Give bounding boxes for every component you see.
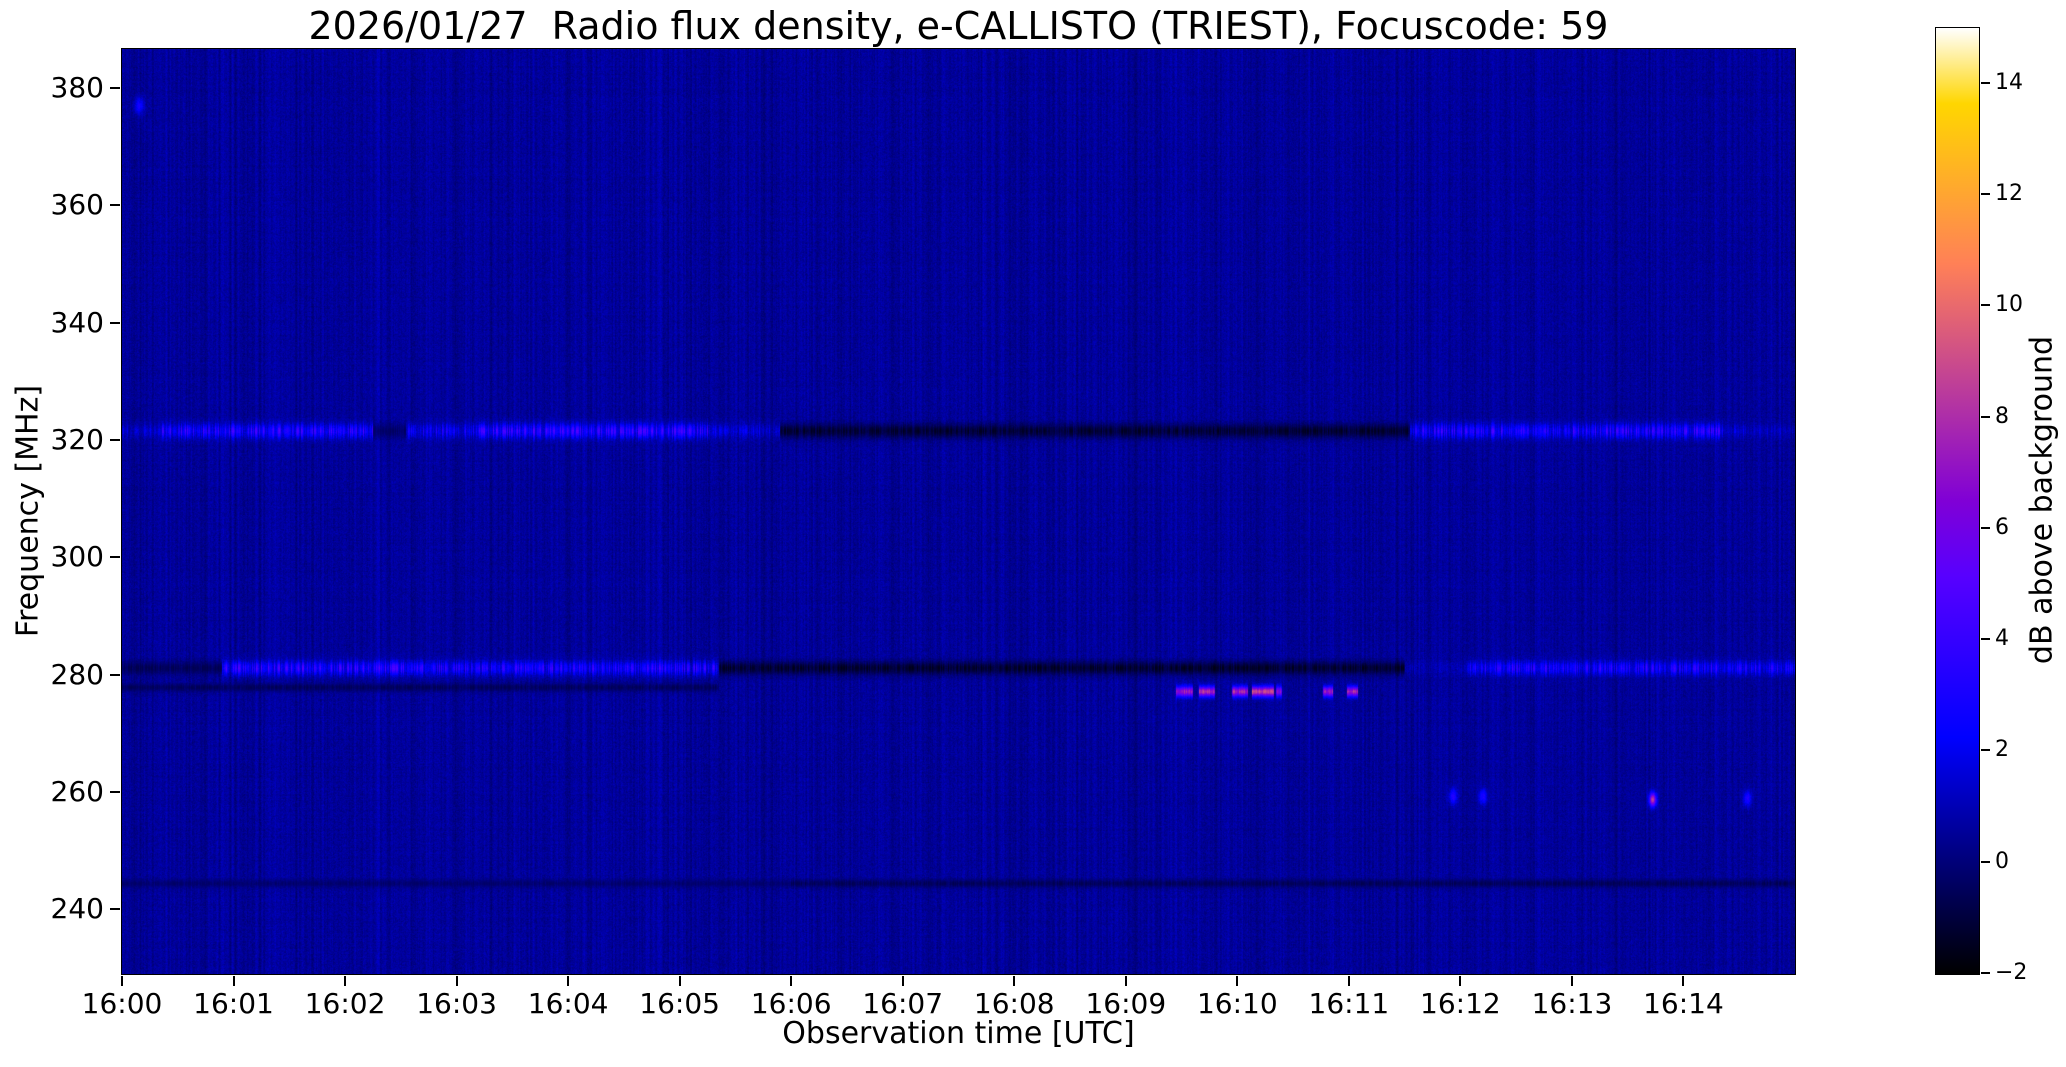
x-tick-label: 16:03 <box>416 987 497 1020</box>
y-axis-label: Frequency [MHz] <box>10 384 46 638</box>
colorbar-tick-label: 4 <box>1995 626 2009 652</box>
y-tick-label: 380 <box>50 70 104 104</box>
x-tick-mark <box>678 976 681 986</box>
y-tick-mark <box>110 556 120 559</box>
colorbar-tick-label: 12 <box>1995 180 2023 206</box>
y-tick-mark <box>110 86 120 89</box>
x-tick-mark <box>1013 976 1016 986</box>
y-tick-label: 360 <box>50 188 104 222</box>
x-tick-mark <box>790 976 793 986</box>
x-axis-label: Observation time [UTC] <box>782 1016 1135 1051</box>
x-tick-mark <box>1570 976 1573 986</box>
colorbar-tick-label: 14 <box>1995 69 2023 95</box>
colorbar-tick-label: 8 <box>1995 403 2009 429</box>
x-tick-label: 16:00 <box>81 987 163 1020</box>
colorbar-tick-label: −2 <box>1995 960 2028 985</box>
x-tick-mark <box>455 976 458 986</box>
colorbar-tick-mark <box>1981 860 1990 863</box>
x-tick-label: 16:14 <box>1643 987 1724 1020</box>
x-tick-mark <box>1347 976 1350 986</box>
colorbar-tick-label: 6 <box>1995 514 2009 540</box>
x-tick-mark <box>1459 976 1462 986</box>
spectrogram-canvas <box>122 49 1795 974</box>
colorbar-tick-mark <box>1981 526 1990 529</box>
y-tick-mark <box>110 438 120 441</box>
colorbar-tick-mark <box>1981 304 1990 307</box>
y-tick-label: 340 <box>50 305 104 339</box>
colorbar-tick-mark <box>1981 192 1990 195</box>
y-tick-mark <box>110 673 120 676</box>
x-tick-mark <box>1236 976 1239 986</box>
plot-area <box>121 48 1796 975</box>
y-tick-label: 260 <box>50 775 104 809</box>
colorbar-tick-mark <box>1981 972 1990 974</box>
y-tick-label: 240 <box>50 892 104 926</box>
colorbar-tick-label: 10 <box>1995 292 2023 318</box>
y-tick-mark <box>110 321 120 324</box>
y-tick-label: 300 <box>50 540 104 574</box>
colorbar-tick-label: 2 <box>1995 737 2009 763</box>
y-tick-label: 320 <box>50 422 104 456</box>
x-tick-label: 16:08 <box>973 987 1055 1020</box>
x-tick-label: 16:05 <box>639 987 720 1020</box>
x-tick-mark <box>901 976 904 986</box>
x-tick-mark <box>121 976 123 986</box>
colorbar <box>1935 27 1980 975</box>
x-tick-label: 16:02 <box>304 987 386 1020</box>
x-tick-label: 16:11 <box>1308 987 1390 1020</box>
x-tick-label: 16:12 <box>1420 987 1501 1020</box>
x-tick-label: 16:10 <box>1196 987 1278 1020</box>
y-tick-mark <box>110 908 120 911</box>
x-tick-mark <box>567 976 570 986</box>
colorbar-tick-mark <box>1981 749 1990 752</box>
x-tick-mark <box>1682 976 1685 986</box>
x-tick-mark <box>232 976 235 986</box>
x-tick-label: 16:07 <box>862 987 944 1020</box>
x-tick-label: 16:01 <box>193 987 274 1020</box>
colorbar-tick-mark <box>1981 81 1990 84</box>
x-tick-mark <box>1124 976 1127 986</box>
y-tick-label: 280 <box>50 657 104 691</box>
colorbar-tick-mark <box>1981 415 1990 418</box>
x-tick-mark <box>344 976 347 986</box>
x-tick-label: 16:09 <box>1085 987 1167 1020</box>
x-tick-label: 16:06 <box>750 987 832 1020</box>
colorbar-tick-label: 0 <box>1995 848 2009 874</box>
y-tick-mark <box>110 204 120 207</box>
colorbar-label: dB above background <box>2024 335 2060 665</box>
y-tick-mark <box>110 791 120 794</box>
chart-title: 2026/01/27 Radio flux density, e-CALLIST… <box>308 4 1609 48</box>
colorbar-tick-mark <box>1981 638 1990 641</box>
x-tick-label: 16:04 <box>527 987 609 1020</box>
x-tick-label: 16:13 <box>1531 987 1613 1020</box>
